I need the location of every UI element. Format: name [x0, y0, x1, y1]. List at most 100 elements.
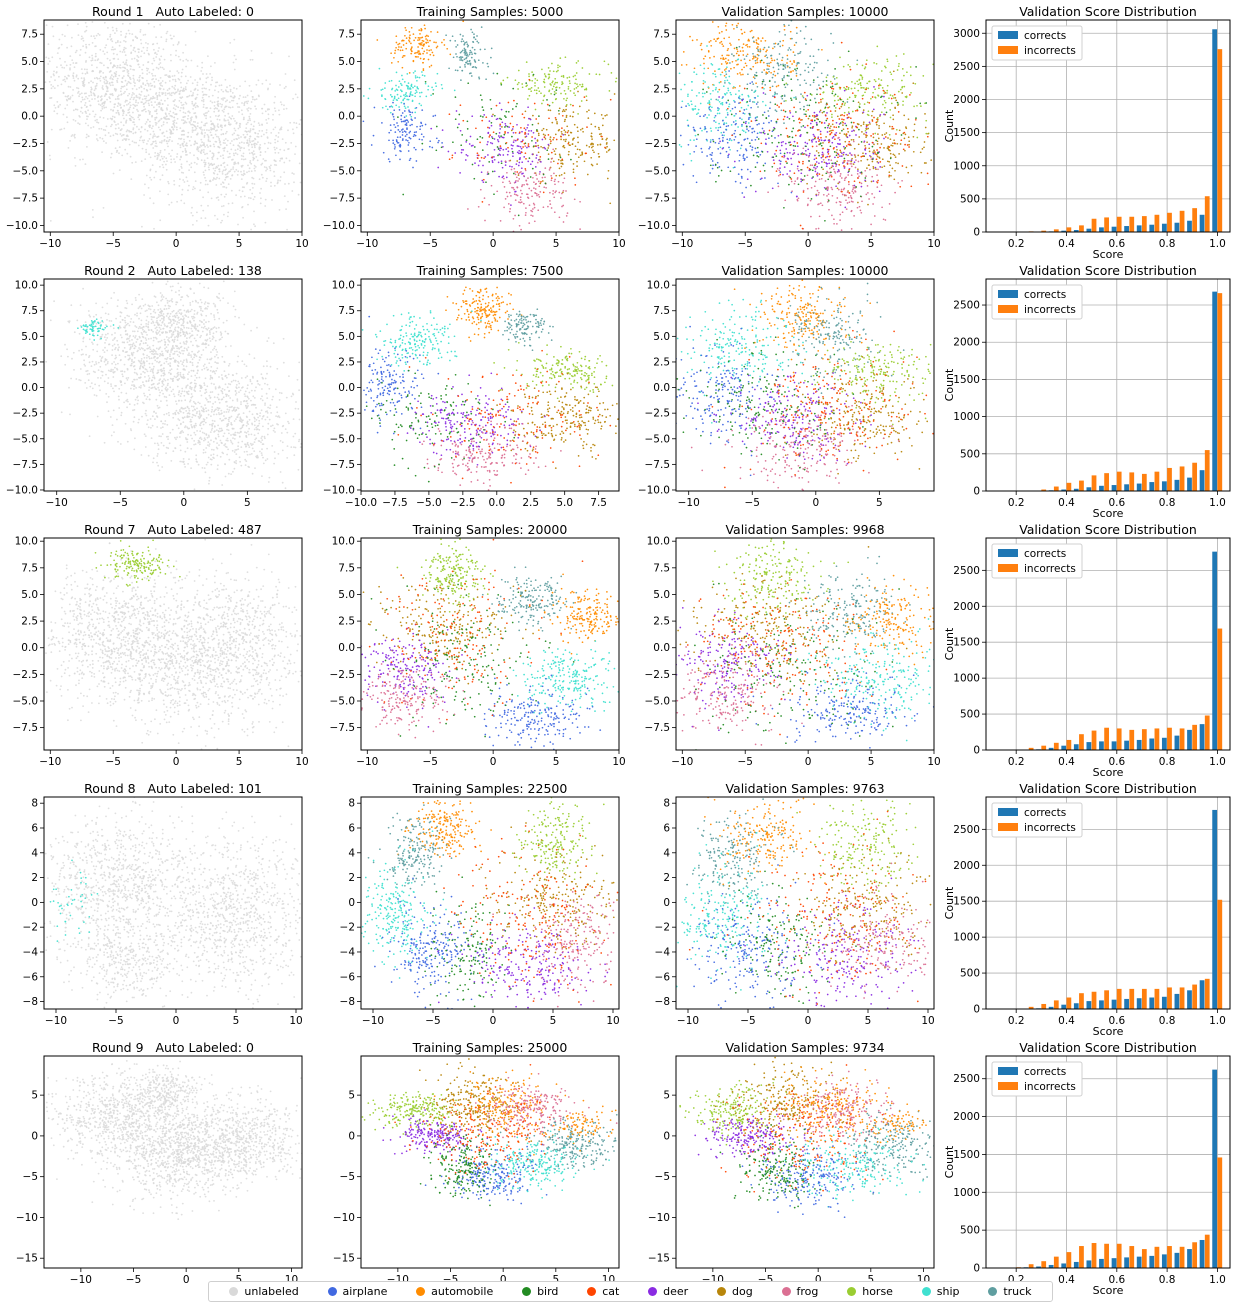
point-horse	[874, 80, 877, 83]
point-unlabeled	[84, 102, 87, 104]
point-unlabeled	[119, 66, 122, 69]
point-ship	[697, 112, 699, 114]
point-unlabeled	[201, 129, 204, 131]
point-unlabeled	[224, 105, 227, 108]
point-deer	[779, 149, 782, 152]
point-airplane	[745, 148, 747, 150]
point-unlabeled	[196, 104, 199, 107]
point-cat	[485, 116, 488, 119]
point-automobile	[738, 54, 740, 57]
point-truck	[469, 49, 472, 52]
point-cat	[462, 119, 465, 122]
point-unlabeled	[82, 37, 84, 40]
point-deer	[763, 130, 765, 132]
point-unlabeled	[190, 162, 193, 165]
point-automobile	[793, 44, 796, 46]
point-unlabeled	[224, 142, 226, 145]
point-automobile	[430, 64, 433, 67]
point-unlabeled	[221, 109, 224, 112]
point-unlabeled	[176, 118, 179, 120]
point-unlabeled	[202, 73, 204, 75]
point-horse	[877, 94, 879, 97]
point-ship	[436, 72, 439, 75]
point-bird	[516, 102, 518, 105]
point-automobile	[742, 54, 745, 56]
point-truck	[783, 122, 785, 124]
point-automobile	[414, 36, 417, 39]
point-automobile	[721, 30, 723, 33]
point-unlabeled	[235, 58, 237, 61]
point-truck	[724, 82, 726, 84]
point-truck	[799, 84, 801, 86]
point-automobile	[427, 41, 429, 44]
point-unlabeled	[229, 178, 232, 180]
point-dog	[912, 135, 915, 138]
point-unlabeled	[238, 145, 241, 148]
point-unlabeled	[210, 65, 212, 68]
point-automobile	[685, 63, 688, 66]
point-unlabeled	[184, 88, 187, 90]
point-unlabeled	[184, 149, 187, 152]
point-unlabeled	[120, 30, 122, 33]
point-unlabeled	[267, 141, 270, 144]
point-unlabeled	[215, 184, 218, 186]
point-airplane	[393, 147, 396, 150]
point-unlabeled	[139, 31, 142, 33]
point-horse	[836, 82, 838, 85]
point-deer	[765, 143, 767, 145]
point-unlabeled	[250, 170, 253, 173]
point-dog	[572, 163, 575, 165]
point-unlabeled	[264, 198, 267, 201]
point-airplane	[716, 161, 719, 164]
point-unlabeled	[52, 35, 55, 38]
point-unlabeled	[160, 55, 163, 58]
point-ship	[388, 80, 391, 83]
point-automobile	[765, 50, 767, 53]
point-ship	[423, 75, 426, 77]
point-unlabeled	[279, 160, 281, 162]
point-unlabeled	[159, 62, 162, 64]
point-dog	[590, 132, 593, 135]
point-airplane	[428, 145, 431, 148]
point-frog	[533, 181, 535, 184]
point-dog	[893, 139, 895, 142]
point-airplane	[362, 120, 365, 123]
point-frog	[579, 200, 581, 203]
point-automobile	[710, 44, 713, 47]
point-dog	[823, 161, 826, 164]
point-automobile	[737, 22, 740, 25]
point-unlabeled	[47, 57, 50, 60]
point-truck	[786, 83, 789, 86]
point-deer	[777, 134, 780, 137]
point-unlabeled	[211, 79, 214, 82]
point-unlabeled	[238, 124, 241, 127]
point-horse	[828, 106, 831, 108]
point-frog	[538, 173, 541, 175]
point-unlabeled	[145, 95, 148, 98]
x-tick-label: 10	[295, 238, 308, 250]
point-unlabeled	[185, 82, 188, 85]
point-dog	[578, 105, 581, 108]
point-ship	[384, 87, 386, 89]
point-frog	[802, 147, 805, 150]
point-ship	[407, 98, 410, 101]
point-unlabeled	[152, 68, 155, 71]
point-dog	[581, 127, 584, 130]
point-automobile	[713, 55, 715, 58]
point-unlabeled	[45, 56, 48, 59]
point-deer	[519, 145, 522, 148]
point-frog	[818, 178, 821, 181]
point-automobile	[774, 42, 777, 45]
point-airplane	[695, 145, 697, 147]
point-dog	[551, 121, 554, 124]
point-airplane	[738, 154, 741, 156]
point-unlabeled	[129, 119, 132, 121]
point-unlabeled	[172, 78, 174, 81]
point-unlabeled	[99, 104, 102, 107]
point-unlabeled	[258, 130, 261, 132]
point-unlabeled	[182, 90, 184, 93]
point-horse	[534, 77, 537, 80]
point-horse	[535, 92, 538, 95]
point-unlabeled	[156, 157, 159, 159]
point-unlabeled	[250, 90, 253, 92]
